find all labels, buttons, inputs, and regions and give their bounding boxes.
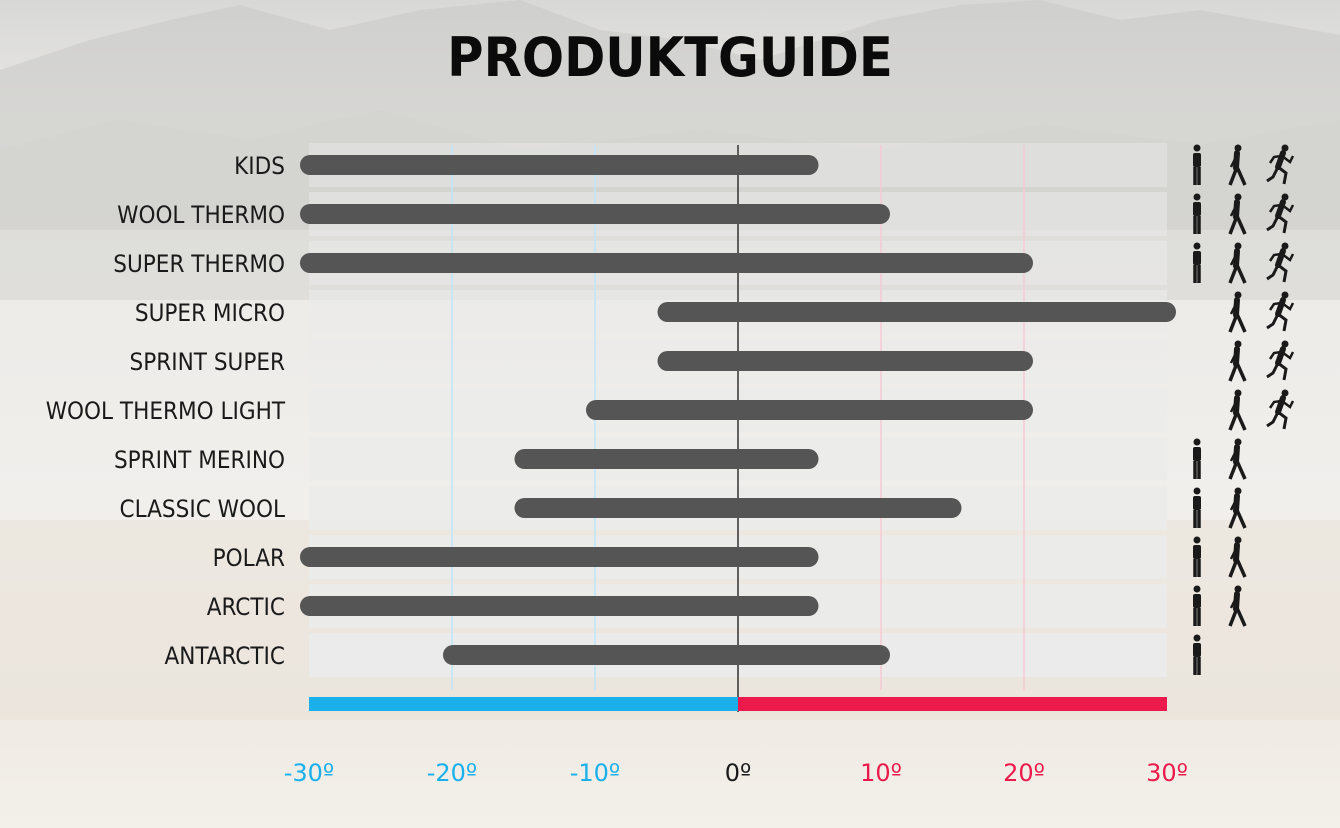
range-bar [300, 547, 819, 567]
range-bar [657, 351, 1033, 371]
category-label: ARCTIC [207, 593, 285, 621]
x-tick-label: 10º [860, 759, 902, 787]
standing-icon [1193, 144, 1201, 185]
running-icon [1266, 193, 1295, 234]
running-icon [1266, 389, 1295, 430]
running-icon [1266, 291, 1295, 332]
walking-icon [1228, 536, 1247, 578]
category-label: KIDS [234, 152, 285, 180]
x-tick-label: -30º [284, 759, 335, 787]
walking-icon [1228, 487, 1247, 529]
walking-icon [1228, 438, 1247, 480]
range-bar [514, 449, 819, 469]
warm-scale-band [738, 697, 1167, 711]
range-bar [657, 302, 1176, 322]
x-tick-label: -10º [570, 759, 621, 787]
walking-icon [1228, 389, 1247, 431]
standing-icon [1193, 193, 1201, 234]
running-icon [1266, 144, 1295, 185]
category-label: WOOL THERMO LIGHT [46, 397, 286, 425]
page-title: PRODUKTGUIDE [447, 26, 893, 89]
standing-icon [1193, 438, 1201, 479]
category-label: SUPER THERMO [113, 250, 285, 278]
range-bar [586, 400, 1033, 420]
category-label: CLASSIC WOOL [119, 495, 285, 523]
x-tick-label: -20º [427, 759, 478, 787]
walking-icon [1228, 340, 1247, 382]
walking-icon [1228, 585, 1247, 627]
range-bar [300, 204, 890, 224]
standing-icon [1193, 536, 1201, 577]
range-bar [514, 498, 962, 518]
x-tick-label: 30º [1146, 759, 1188, 787]
standing-icon [1193, 487, 1201, 528]
walking-icon [1228, 242, 1247, 284]
range-bar [300, 253, 1033, 273]
category-label: POLAR [213, 544, 285, 572]
running-icon [1266, 242, 1295, 283]
x-tick-label: 20º [1003, 759, 1045, 787]
walking-icon [1228, 291, 1247, 333]
walking-icon [1228, 193, 1247, 235]
category-label: SPRINT SUPER [130, 348, 285, 376]
range-bar [300, 596, 819, 616]
running-icon [1266, 340, 1295, 381]
category-label: SUPER MICRO [135, 299, 285, 327]
standing-icon [1193, 634, 1201, 675]
x-tick-label: 0º [725, 759, 752, 787]
category-label: ANTARCTIC [164, 642, 285, 670]
range-bar [300, 155, 819, 175]
cold-scale-band [309, 697, 738, 711]
walking-icon [1228, 144, 1247, 186]
standing-icon [1193, 585, 1201, 626]
standing-icon [1193, 242, 1201, 283]
category-label: WOOL THERMO [117, 201, 285, 229]
range-bar [443, 645, 890, 665]
category-label: SPRINT MERINO [114, 446, 285, 474]
